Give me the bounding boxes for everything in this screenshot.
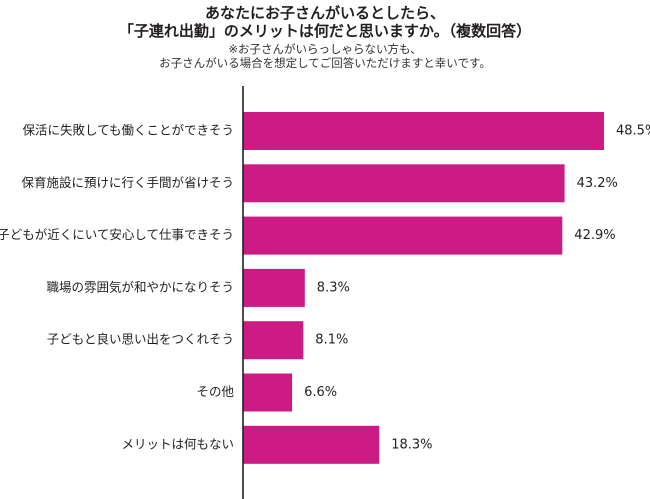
category-label: 子どもと良い思い出をつくれそう	[47, 332, 234, 347]
category-label: その他	[196, 384, 234, 399]
bar	[243, 373, 293, 412]
category-label: 保育施設に預けに行く手間が省けそう	[21, 175, 234, 190]
value-label: 18.3%	[391, 437, 432, 452]
chart-note-line-1: ※お子さんがいらっしゃらない方も、	[228, 42, 422, 56]
value-label: 6.6%	[304, 385, 337, 400]
value-label: 43.2%	[577, 176, 618, 191]
value-label: 48.5%	[616, 124, 650, 139]
category-label: 職場の雰囲気が和やかになりそう	[46, 279, 234, 294]
bar	[243, 321, 304, 360]
chart-title-line-1: あなたにお子さんがいるとしたら、	[204, 4, 445, 22]
bar	[243, 112, 604, 150]
chart-title-line-2: 「子連れ出勤」のメリットは何だと思いますか。（複数回答）	[118, 22, 532, 40]
chart-note-line-2: お子さんがいる場合を想定してご回答いただけますと幸いです。	[159, 56, 491, 70]
bar	[243, 268, 305, 307]
value-label: 8.1%	[315, 333, 348, 348]
bar	[243, 425, 380, 464]
bar	[243, 164, 565, 203]
category-label: 保活に失敗しても働くことができそう	[22, 123, 234, 138]
category-label: 子どもが近くにいて安心して仕事できそう	[0, 227, 234, 242]
bar	[243, 216, 563, 255]
value-label: 42.9%	[574, 228, 615, 243]
category-label: メリットは何もない	[121, 436, 234, 451]
value-label: 8.3%	[317, 280, 350, 295]
